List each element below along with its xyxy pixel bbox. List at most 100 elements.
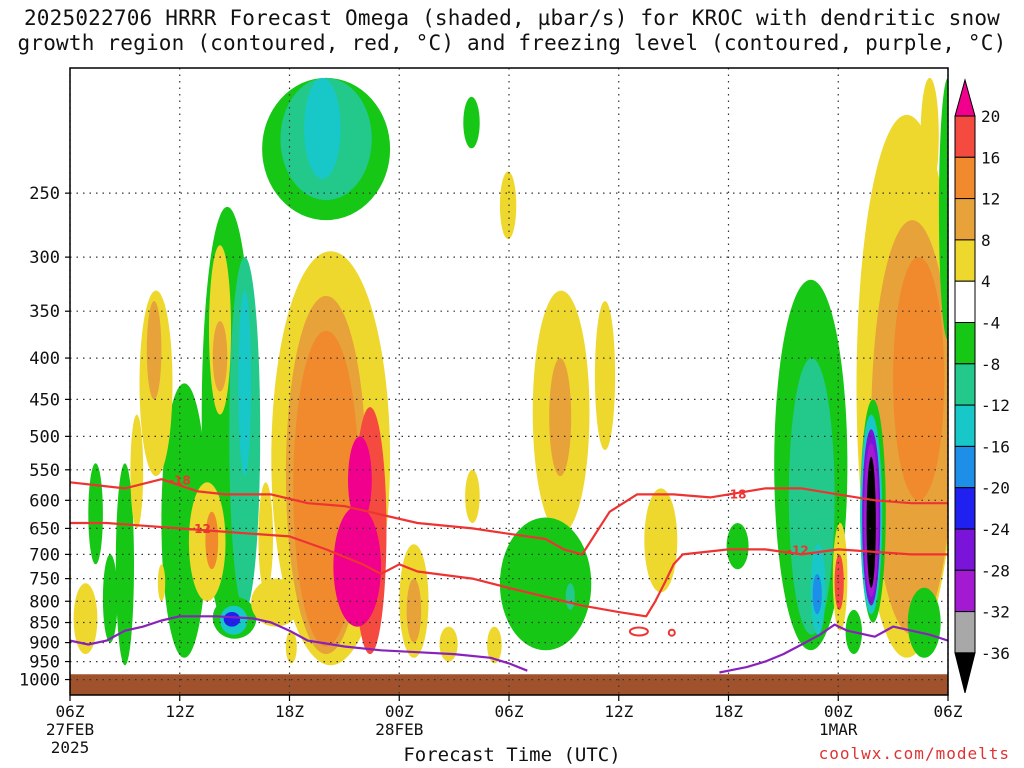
colorbar-label-9: -20 (981, 479, 1010, 498)
omega-region-64 (938, 77, 948, 341)
y-tick-label-700: 700 (29, 545, 60, 565)
contour-label-extra-0: -18 (725, 487, 747, 501)
x-tick-label-0-0: 06Z (56, 702, 85, 721)
omega-region-41 (549, 358, 572, 477)
contour-line-2 (70, 615, 528, 672)
omega-region-38 (465, 469, 480, 523)
contour-line-1 (70, 521, 948, 618)
y-tick-label-450: 450 (29, 390, 60, 410)
contour-label-1: -12 (189, 522, 211, 536)
x-tick-label-42-0: 00Z (824, 702, 853, 721)
omega-region-19 (258, 482, 274, 593)
colorbar-label-13: -36 (981, 644, 1010, 663)
omega-region-22 (157, 564, 166, 602)
omega-region-27 (499, 171, 517, 240)
omega-shading-layer (70, 77, 948, 695)
colorbar-label-11: -28 (981, 561, 1010, 580)
contour-line-3 (719, 623, 948, 674)
colorbar-label-1: 16 (981, 148, 1000, 167)
omega-region-4 (102, 554, 118, 643)
colorbar-swatch-1 (954, 115, 976, 158)
omega-region-37 (439, 626, 458, 662)
colorbar-label-5: -4 (981, 314, 1000, 333)
colorbar-swatch-12 (954, 569, 976, 613)
omega-region-3 (130, 414, 144, 529)
y-tick-label-1000: 1000 (19, 671, 60, 691)
omega-region-45 (644, 488, 678, 593)
omega-region-12 (212, 321, 228, 392)
y-tick-label-550: 550 (29, 461, 60, 481)
omega-region-14 (205, 511, 219, 570)
colorbar-swatch-4 (954, 239, 976, 282)
omega-region-8 (238, 290, 252, 477)
colorbar-bottom-arrow (954, 652, 976, 694)
colorbar-label-4: 4 (981, 272, 991, 291)
omega-region-44 (594, 301, 616, 451)
x-tick-label-6-0: 12Z (165, 702, 194, 721)
omega-region-36 (406, 578, 422, 643)
omega-region-21 (285, 630, 297, 664)
y-tick-label-850: 850 (29, 614, 60, 634)
y-tick-label-400: 400 (29, 349, 60, 369)
omega-region-26 (463, 96, 480, 149)
omega-region-1 (88, 463, 103, 565)
colorbar-swatch-13 (954, 611, 976, 654)
omega-region-42 (499, 517, 592, 651)
x-tick-label-18-1: 28FEB (375, 720, 423, 739)
x-axis-label: Forecast Time (UTC) (403, 744, 621, 766)
contour-layer: -18 -12 -18 -12 (70, 474, 948, 674)
contour-line-0 (70, 478, 948, 556)
omega-region-55 (893, 257, 945, 501)
colorbar-swatch-10 (954, 487, 976, 530)
colorbar-label-7: -12 (981, 396, 1010, 415)
y-tick-label-750: 750 (29, 570, 60, 590)
x-tick-label-42-1: 1MAR (819, 720, 858, 739)
colorbar-swatch-5 (954, 280, 976, 324)
colorbar-swatch-2 (954, 156, 976, 200)
omega-region-52 (834, 554, 844, 610)
contour-label-0: -18 (169, 474, 191, 488)
omega-region-10 (146, 301, 162, 400)
colorbar: 20 16 12 8 4 -4 -8 -12 -16 -20 -24 -28 -32 -36 (954, 78, 1010, 694)
contour-oval-0 (628, 626, 649, 637)
colorbar-label-6: -8 (981, 355, 1000, 374)
colorbar-label-8: -16 (981, 437, 1010, 456)
colorbar-label-2: 12 (981, 190, 1000, 209)
x-tick-label-30-0: 12Z (604, 702, 633, 721)
colorbar-label-3: 8 (981, 231, 991, 250)
title-line-1: 2025022706 HRRR Forecast Omega (shaded, … (23, 6, 1001, 30)
omega-region-39 (487, 626, 502, 664)
omega-region-0 (115, 463, 134, 666)
omega-region-50 (812, 573, 822, 615)
chart-title: 2025022706 HRRR Forecast Omega (shaded, … (0, 6, 1024, 56)
omega-region-34 (318, 587, 334, 635)
colorbar-top-arrow (954, 78, 976, 117)
colorbar-swatch-7 (954, 363, 976, 406)
omega-region-25 (304, 77, 341, 179)
y-tick-label-650: 650 (29, 519, 60, 539)
y-tick-label-950: 950 (29, 653, 60, 673)
colorbar-swatch-3 (954, 198, 976, 241)
x-tick-label-24-0: 06Z (495, 702, 524, 721)
omega-region-15 (176, 414, 202, 501)
x-tick-label-18-0: 00Z (385, 702, 414, 721)
site-credit: coolwx.com/modelts (818, 744, 1010, 763)
axes-layer: 2503003504004505005506006507007508008509… (19, 67, 963, 757)
x-tick-label-36-0: 18Z (714, 702, 743, 721)
omega-region-43 (565, 583, 575, 610)
colorbar-swatch-6 (954, 322, 976, 365)
x-tick-label-0-2: 2025 (51, 738, 90, 757)
title-line-2: growth region (contoured, red, °C) and f… (17, 31, 1007, 55)
contour-oval-1 (667, 628, 676, 637)
y-tick-label-800: 800 (29, 592, 60, 612)
terrain-band (70, 674, 948, 695)
omega-region-2 (73, 583, 98, 655)
y-tick-label-900: 900 (29, 634, 60, 654)
x-tick-label-48-0: 06Z (934, 702, 963, 721)
colorbar-swatch-9 (954, 445, 976, 489)
contour-label-extra-1: -12 (787, 543, 809, 557)
y-tick-label-600: 600 (29, 491, 60, 511)
colorbar-swatch-8 (954, 404, 976, 447)
omega-region-61 (907, 587, 941, 658)
